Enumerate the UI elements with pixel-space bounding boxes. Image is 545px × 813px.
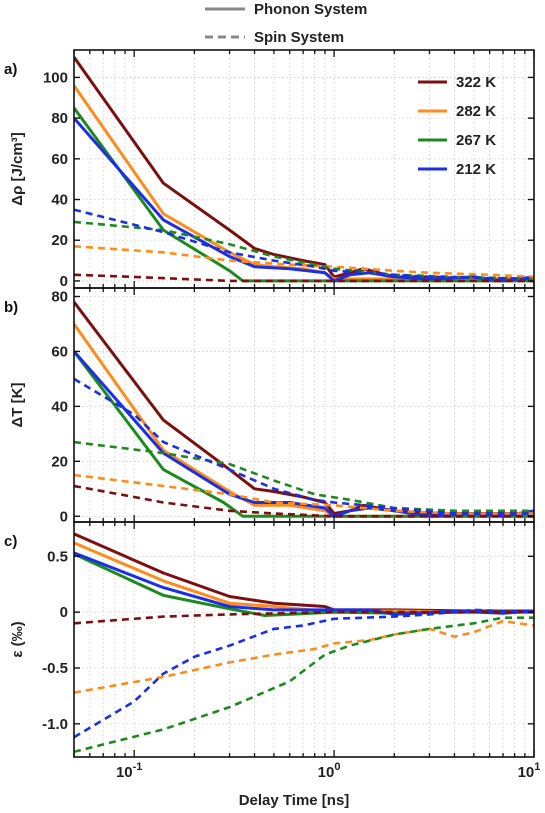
series-line-267K-spin	[74, 220, 534, 281]
x-tick-label: 10-1	[116, 761, 142, 781]
panel-0: 0 20 40 60 80 100 a) Δρ [J/cm³]	[4, 49, 535, 290]
y-tick-label: 20	[51, 453, 68, 470]
panels: 0 20 40 60 80 100 a) Δρ [J/cm³] 0 20 40 60 80 b) ΔT [K…	[4, 49, 541, 781]
y-tick-label: 0	[60, 273, 68, 290]
panel-tag: b)	[4, 299, 18, 316]
legend-label-212K: 212 K	[456, 161, 496, 178]
x-tick-label: 101	[518, 761, 541, 781]
series-line-212K-spin	[74, 608, 534, 739]
panel-frame	[73, 521, 535, 758]
x-axis-title: Delay Time [ns]	[239, 792, 350, 809]
panel-2: -1.0 -0.5 0 0.5 c) ε (‰)	[4, 521, 535, 758]
grid	[73, 522, 535, 757]
panel-frame	[73, 287, 535, 523]
series-line-282K-spin	[74, 245, 534, 279]
y-tick-label: 60	[51, 343, 68, 360]
panel-tag: c)	[4, 533, 17, 550]
series-group	[74, 56, 534, 283]
y-axis-title: ε (‰)	[9, 621, 26, 657]
series-line-322K-spin	[74, 610, 534, 625]
y-tick-label: 0	[60, 508, 68, 525]
panel-1: 0 20 40 60 80 b) ΔT [K]	[4, 287, 535, 525]
y-tick-label: 100	[43, 69, 68, 86]
series-line-282K-spin	[74, 619, 534, 694]
series-line-212K-spin	[74, 377, 534, 515]
series-group	[74, 301, 534, 518]
series-line-212K-phonon	[74, 350, 534, 518]
panel-tag: a)	[4, 61, 17, 78]
y-tick-label: 80	[51, 288, 68, 305]
series-line-267K-phonon	[74, 350, 534, 518]
y-axis-title: ΔT [K]	[9, 383, 26, 428]
y-tick-label: 40	[51, 398, 68, 415]
legend-phonon-label: Phonon System	[254, 1, 367, 18]
series-line-267K-spin	[74, 440, 534, 513]
legend-label-267K: 267 K	[456, 132, 496, 149]
y-tick-label: -0.5	[42, 660, 68, 677]
series-line-282K-phonon	[74, 323, 534, 518]
style-legend: Phonon System Spin System	[205, 1, 367, 46]
y-tick-label: 80	[51, 110, 68, 127]
y-axis-title: Δρ [J/cm³]	[9, 132, 26, 205]
series-line-212K-phonon	[74, 551, 534, 616]
legend-label-282K: 282 K	[456, 103, 496, 120]
series-line-322K-phonon	[74, 301, 534, 515]
legend-label-322K: 322 K	[456, 74, 496, 91]
temperature-legend: 322 K 282 K 267 K 212 K	[418, 74, 496, 178]
y-tick-label: 20	[51, 232, 68, 249]
y-tick-label: 60	[51, 151, 68, 168]
series-line-322K-spin	[74, 273, 534, 283]
y-tick-label: -1.0	[42, 716, 68, 733]
y-tick-label: 0.5	[47, 548, 68, 565]
series-group	[74, 532, 534, 754]
y-tick-label: 0	[60, 604, 68, 621]
series-line-267K-spin	[74, 616, 534, 754]
x-tick-label: 100	[318, 761, 341, 781]
grid	[73, 288, 535, 522]
legend-spin-label: Spin System	[254, 29, 344, 46]
y-tick-label: 40	[51, 192, 68, 209]
series-line-212K-spin	[74, 208, 534, 281]
series-line-282K-phonon	[74, 541, 534, 614]
series-line-322K-spin	[74, 484, 534, 518]
